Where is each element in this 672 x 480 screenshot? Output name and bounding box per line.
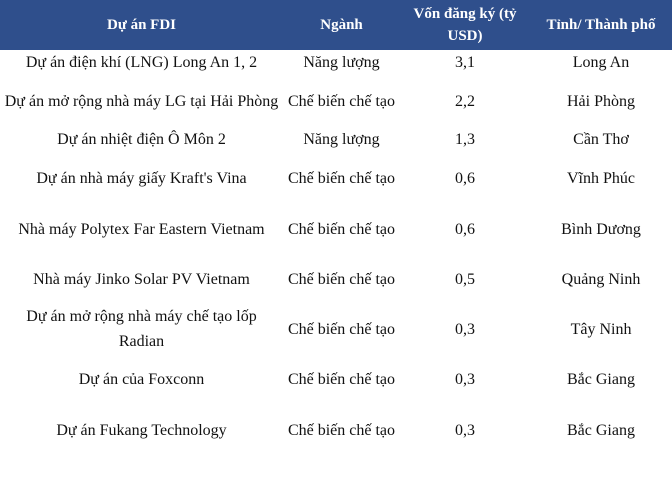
sector-cell: Chế biến chế tạo [287,220,396,238]
project-name-cell: Nhà máy Jinko Solar PV Vietnam [33,270,250,288]
column-header: Ngành [283,0,400,50]
fdi-table: Dự án FDI Ngành Vốn đăng ký (tỷ USD) Tỉnh/ … [0,0,672,456]
capital-cell: 0,5 [455,270,475,288]
sector-cell: Chế biến chế tạo [287,320,396,338]
project-name-cell: Dự án của Foxconn [78,370,205,388]
province-cell: Long An [572,54,630,71]
table-row: Dự án nhà máy giấy Kraft's Vina Chế biến … [0,152,672,204]
capital-cell: 1,3 [455,131,475,148]
province-cell: Bắc Giang [567,421,635,439]
project-name-cell: Dự án Fukang Technology [56,421,227,439]
project-name-cell: Dự án nhà máy giấy Kraft's Vina [36,169,247,187]
table-row: Dự án của Foxconn Chế biến chế tạo 0,3 Bắc … [0,354,672,404]
column-header: Vốn đăng ký (tỷ USD) [400,0,530,50]
table-body: Dự án điện khí (LNG) Long An 1, 2 Năng lư… [0,50,672,456]
capital-cell: 0,6 [455,169,475,187]
project-name-cell: Dự án mở rộng nhà máy chế tạo lốp Radian [26,308,257,350]
capital-cell: 0,3 [455,320,475,338]
capital-cell: 0,6 [455,220,475,238]
sector-cell: Chế biến chế tạo [287,370,396,388]
capital-cell: 3,1 [455,54,475,71]
project-name-cell: Nhà máy Polytex Far Eastern Vietnam [18,220,265,238]
sector-cell: Năng lượng [303,54,380,71]
table-row: Dự án nhiệt điện Ô Môn 2 Năng lượng 1,3 Cần… [0,127,672,152]
project-name-cell: Dự án nhiệt điện Ô Môn 2 [57,131,226,148]
capital-cell: 0,3 [455,370,475,388]
province-cell: Hải Phòng [567,92,635,110]
province-cell: Bình Dương [561,220,641,238]
table-row: Nhà máy Polytex Far Eastern Vietnam Chế b… [0,204,672,254]
project-name-cell: Dự án điện khí (LNG) Long An 1, 2 [25,54,258,71]
sector-cell: Chế biến chế tạo [287,169,396,187]
header-row: Dự án FDI Ngành Vốn đăng ký (tỷ USD) Tỉnh/ … [0,0,672,50]
table-row: Dự án mở rộng nhà máy LG tại Hải Phòng Ch… [0,75,672,127]
province-cell: Tây Ninh [570,320,632,338]
province-cell: Vĩnh Phúc [567,169,635,187]
column-header: Tỉnh/ Thành phố [530,0,672,50]
table-row: Dự án mở rộng nhà máy chế tạo lốp Radian… [0,304,672,354]
sector-cell: Năng lượng [303,131,380,148]
province-cell: Quảng Ninh [561,270,641,288]
province-cell: Cần Thơ [573,131,629,148]
column-header: Dự án FDI [0,0,283,50]
sector-cell: Chế biến chế tạo [287,270,396,288]
sector-cell: Chế biến chế tạo [287,421,396,439]
table-row: Nhà máy Jinko Solar PV Vietnam Chế biến c… [0,254,672,304]
capital-cell: 0,3 [455,421,475,439]
table-row: Dự án Fukang Technology Chế biến chế tạo 0… [0,404,672,456]
province-cell: Bắc Giang [567,370,635,388]
project-name-cell: Dự án mở rộng nhà máy LG tại Hải Phòng [4,92,279,110]
table-row: Dự án điện khí (LNG) Long An 1, 2 Năng lư… [0,50,672,75]
capital-cell: 2,2 [455,92,475,110]
sector-cell: Chế biến chế tạo [287,92,396,110]
